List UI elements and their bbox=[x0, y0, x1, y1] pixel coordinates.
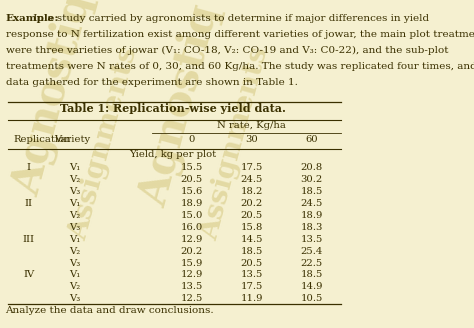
Text: 22.5: 22.5 bbox=[301, 258, 323, 268]
Text: V₃: V₃ bbox=[70, 187, 81, 196]
Text: 17.5: 17.5 bbox=[241, 282, 263, 291]
Text: IV: IV bbox=[23, 271, 35, 279]
Text: V₁: V₁ bbox=[70, 163, 81, 172]
Text: V₂: V₂ bbox=[70, 175, 81, 184]
Text: 13.5: 13.5 bbox=[241, 271, 263, 279]
Text: 18.5: 18.5 bbox=[301, 187, 323, 196]
Text: 13.5: 13.5 bbox=[301, 235, 323, 244]
Text: 20.5: 20.5 bbox=[241, 258, 263, 268]
Text: V₂: V₂ bbox=[70, 211, 81, 220]
Text: V₂: V₂ bbox=[70, 247, 81, 256]
Text: I: I bbox=[27, 163, 31, 172]
Text: 15.9: 15.9 bbox=[181, 258, 203, 268]
Text: Replication: Replication bbox=[13, 135, 71, 144]
Text: 12.5: 12.5 bbox=[181, 294, 203, 303]
Text: were three varieties of jowar (V₁: CO-18, V₂: CO-19 and V₃: C0-22), and the sub-: were three varieties of jowar (V₁: CO-18… bbox=[6, 46, 448, 55]
Text: 18.5: 18.5 bbox=[301, 271, 323, 279]
Text: 60: 60 bbox=[306, 135, 318, 144]
Text: III: III bbox=[23, 235, 35, 244]
Text: 20.5: 20.5 bbox=[241, 211, 263, 220]
Text: 25.4: 25.4 bbox=[301, 247, 323, 256]
Text: Assignments: Assignments bbox=[65, 43, 143, 242]
Text: 15.6: 15.6 bbox=[181, 187, 203, 196]
Text: 14.9: 14.9 bbox=[301, 282, 323, 291]
Text: 24.5: 24.5 bbox=[301, 199, 323, 208]
Text: response to N fertilization exist among different varieties of jowar, the main p: response to N fertilization exist among … bbox=[6, 30, 474, 39]
Text: 18.2: 18.2 bbox=[241, 187, 263, 196]
Text: 20.5: 20.5 bbox=[181, 175, 203, 184]
Text: V₁: V₁ bbox=[70, 235, 81, 244]
Text: 30.2: 30.2 bbox=[301, 175, 323, 184]
Text: 18.9: 18.9 bbox=[181, 199, 203, 208]
Text: 11.9: 11.9 bbox=[241, 294, 263, 303]
Text: 16.0: 16.0 bbox=[181, 223, 203, 232]
Text: V₁: V₁ bbox=[70, 199, 81, 208]
Text: 12.9: 12.9 bbox=[181, 235, 203, 244]
Text: Agnostiq: Agnostiq bbox=[6, 0, 100, 200]
Text: 13.5: 13.5 bbox=[181, 282, 203, 291]
Text: 20.8: 20.8 bbox=[301, 163, 323, 172]
Text: 18.9: 18.9 bbox=[301, 211, 323, 220]
Text: 14.5: 14.5 bbox=[241, 235, 263, 244]
Text: 17.5: 17.5 bbox=[241, 163, 263, 172]
Text: Assignments: Assignments bbox=[196, 43, 273, 242]
Text: 15.8: 15.8 bbox=[241, 223, 263, 232]
Text: V₃: V₃ bbox=[70, 223, 81, 232]
Text: II: II bbox=[25, 199, 33, 208]
Text: 18.3: 18.3 bbox=[301, 223, 323, 232]
Text: N rate, Kg/ha: N rate, Kg/ha bbox=[218, 121, 286, 130]
Text: 24.5: 24.5 bbox=[241, 175, 263, 184]
Text: Agnostiq: Agnostiq bbox=[132, 0, 227, 211]
Text: 12.9: 12.9 bbox=[181, 271, 203, 279]
Text: V₃: V₃ bbox=[70, 294, 81, 303]
Text: Yield, kg per plot: Yield, kg per plot bbox=[129, 150, 217, 159]
Text: Example:: Example: bbox=[6, 14, 59, 23]
Text: V₃: V₃ bbox=[70, 258, 81, 268]
Text: 18.5: 18.5 bbox=[241, 247, 263, 256]
Text: V₂: V₂ bbox=[70, 282, 81, 291]
Text: 15.0: 15.0 bbox=[181, 211, 203, 220]
Text: 20.2: 20.2 bbox=[181, 247, 203, 256]
Text: In a study carried by agronomists to determine if major differences in yield: In a study carried by agronomists to det… bbox=[30, 14, 429, 23]
Text: V₁: V₁ bbox=[70, 271, 81, 279]
Text: 30: 30 bbox=[246, 135, 258, 144]
Text: 15.5: 15.5 bbox=[181, 163, 203, 172]
Text: data gathered for the experiment are shown in Table 1.: data gathered for the experiment are sho… bbox=[6, 78, 297, 87]
Text: Variety: Variety bbox=[55, 135, 91, 144]
Text: 0: 0 bbox=[189, 135, 195, 144]
Text: 20.2: 20.2 bbox=[241, 199, 263, 208]
Text: treatments were N rates of 0, 30, and 60 Kg/ha. The study was replicated four ti: treatments were N rates of 0, 30, and 60… bbox=[6, 62, 474, 71]
Text: 10.5: 10.5 bbox=[301, 294, 323, 303]
Text: Table 1: Replication-wise yield data.: Table 1: Replication-wise yield data. bbox=[60, 103, 286, 114]
Text: Analyze the data and draw conclusions.: Analyze the data and draw conclusions. bbox=[6, 306, 214, 315]
